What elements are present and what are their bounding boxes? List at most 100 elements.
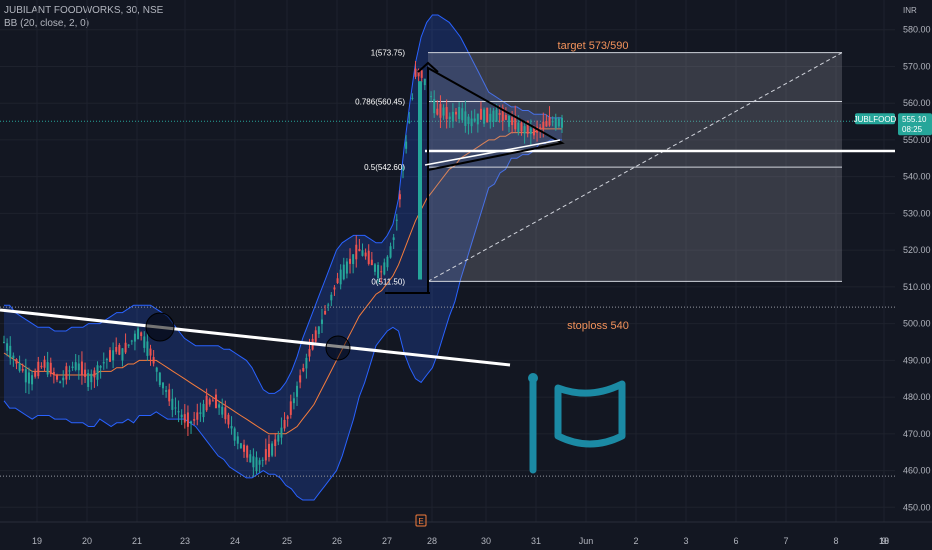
candle-body bbox=[205, 395, 208, 411]
candle-body bbox=[289, 401, 292, 415]
candle-body bbox=[392, 237, 395, 240]
candle-body bbox=[320, 319, 323, 325]
candle-body bbox=[545, 120, 548, 127]
candle-body bbox=[62, 377, 65, 381]
target-annotation: target 573/590 bbox=[558, 40, 629, 52]
candle-body bbox=[395, 219, 398, 221]
candle-body bbox=[498, 113, 501, 115]
candle-body bbox=[227, 414, 230, 425]
y-tick-label: 500.00 bbox=[903, 319, 931, 329]
candle-body bbox=[277, 434, 280, 442]
candle-body bbox=[40, 365, 43, 368]
candle-body bbox=[358, 249, 361, 252]
y-tick-label: 470.00 bbox=[903, 429, 931, 439]
candle-body bbox=[183, 414, 186, 423]
x-tick-label: 23 bbox=[180, 536, 190, 546]
candle-body bbox=[140, 332, 143, 337]
pennant-triangle bbox=[427, 66, 565, 172]
candle-body bbox=[243, 444, 246, 452]
candle-body bbox=[146, 341, 149, 356]
candle-body bbox=[274, 439, 277, 447]
candle-body bbox=[508, 116, 511, 127]
fib-level-label: 0.786(560.45) bbox=[355, 98, 405, 107]
candle-body bbox=[539, 127, 542, 130]
x-tick-label: 25 bbox=[282, 536, 292, 546]
candle-body bbox=[18, 363, 21, 371]
candle-body bbox=[430, 96, 433, 98]
last-price-tag bbox=[898, 113, 932, 136]
candle-body bbox=[542, 121, 545, 130]
candle-body bbox=[267, 443, 270, 458]
earnings-icon: E bbox=[415, 514, 427, 527]
candle-body bbox=[386, 256, 389, 268]
candle-body bbox=[451, 111, 454, 122]
stoploss-annotation: stoploss 540 bbox=[567, 320, 629, 332]
candle-body bbox=[43, 359, 46, 368]
candle-body bbox=[305, 357, 308, 369]
x-tick-label: 31 bbox=[531, 536, 541, 546]
candle-body bbox=[433, 98, 436, 114]
grid bbox=[0, 0, 895, 522]
candle-body bbox=[155, 367, 158, 372]
pennant-lower-line bbox=[424, 139, 561, 166]
candle-body bbox=[370, 259, 373, 266]
candle-body bbox=[124, 342, 127, 353]
candle-body bbox=[349, 258, 352, 264]
candle-body bbox=[423, 78, 426, 86]
candle-body bbox=[523, 126, 526, 134]
price-axis bbox=[895, 0, 932, 550]
indicator-legend: BB (20, close, 2, 0) bbox=[4, 18, 90, 29]
candle-body bbox=[414, 68, 417, 77]
candle-body bbox=[27, 372, 30, 384]
candle-body bbox=[548, 117, 551, 126]
candle-body bbox=[483, 109, 486, 124]
flag-cloth bbox=[554, 380, 626, 448]
candle-body bbox=[77, 363, 80, 371]
candle-body bbox=[489, 113, 492, 122]
x-tick-label: 28 bbox=[427, 536, 437, 546]
candle-body bbox=[479, 108, 482, 120]
candle-body bbox=[292, 398, 295, 404]
x-tick-label: 10 bbox=[879, 536, 889, 546]
candle-body bbox=[448, 116, 451, 120]
candles bbox=[3, 61, 563, 477]
candle-body bbox=[171, 398, 174, 410]
x-tick-label: 2 bbox=[633, 536, 638, 546]
candle-body bbox=[190, 421, 193, 424]
candle-body bbox=[445, 107, 448, 119]
symbol-tag-label: JUBLFOOD bbox=[854, 115, 897, 124]
candle-body bbox=[55, 375, 58, 380]
candle-body bbox=[417, 69, 420, 77]
candle-body bbox=[557, 118, 560, 127]
candle-body bbox=[118, 344, 121, 355]
fibonacci-retracement: 1(573.75) 0.786(560.45) 0.5(542.60) 0(511.5… bbox=[355, 49, 843, 286]
candle-body bbox=[37, 361, 40, 377]
last-price-value: 555.10 bbox=[902, 115, 927, 124]
candle-body bbox=[442, 107, 445, 116]
candle-body bbox=[473, 118, 476, 122]
candle-body bbox=[476, 113, 479, 125]
candle-body bbox=[261, 459, 264, 461]
candle-body bbox=[352, 254, 355, 265]
candle-body bbox=[561, 117, 563, 128]
x-tick-label: 8 bbox=[833, 536, 838, 546]
candle-body bbox=[112, 350, 115, 361]
candle-body bbox=[121, 348, 124, 361]
candle-body bbox=[314, 330, 317, 342]
candle-body bbox=[93, 370, 96, 378]
candle-body bbox=[333, 287, 336, 290]
candle-body bbox=[364, 252, 367, 257]
candle-body bbox=[495, 109, 498, 122]
candle-body bbox=[420, 70, 423, 78]
candle-body bbox=[464, 111, 467, 126]
candle-body bbox=[408, 121, 411, 123]
candle-body bbox=[252, 456, 255, 468]
breakout-marker bbox=[325, 335, 351, 361]
candle-body bbox=[283, 419, 286, 429]
candle-body bbox=[137, 328, 140, 340]
candle-body bbox=[143, 336, 146, 348]
candle-body bbox=[152, 357, 155, 364]
fib-level-label: 0.5(542.60) bbox=[364, 163, 405, 172]
